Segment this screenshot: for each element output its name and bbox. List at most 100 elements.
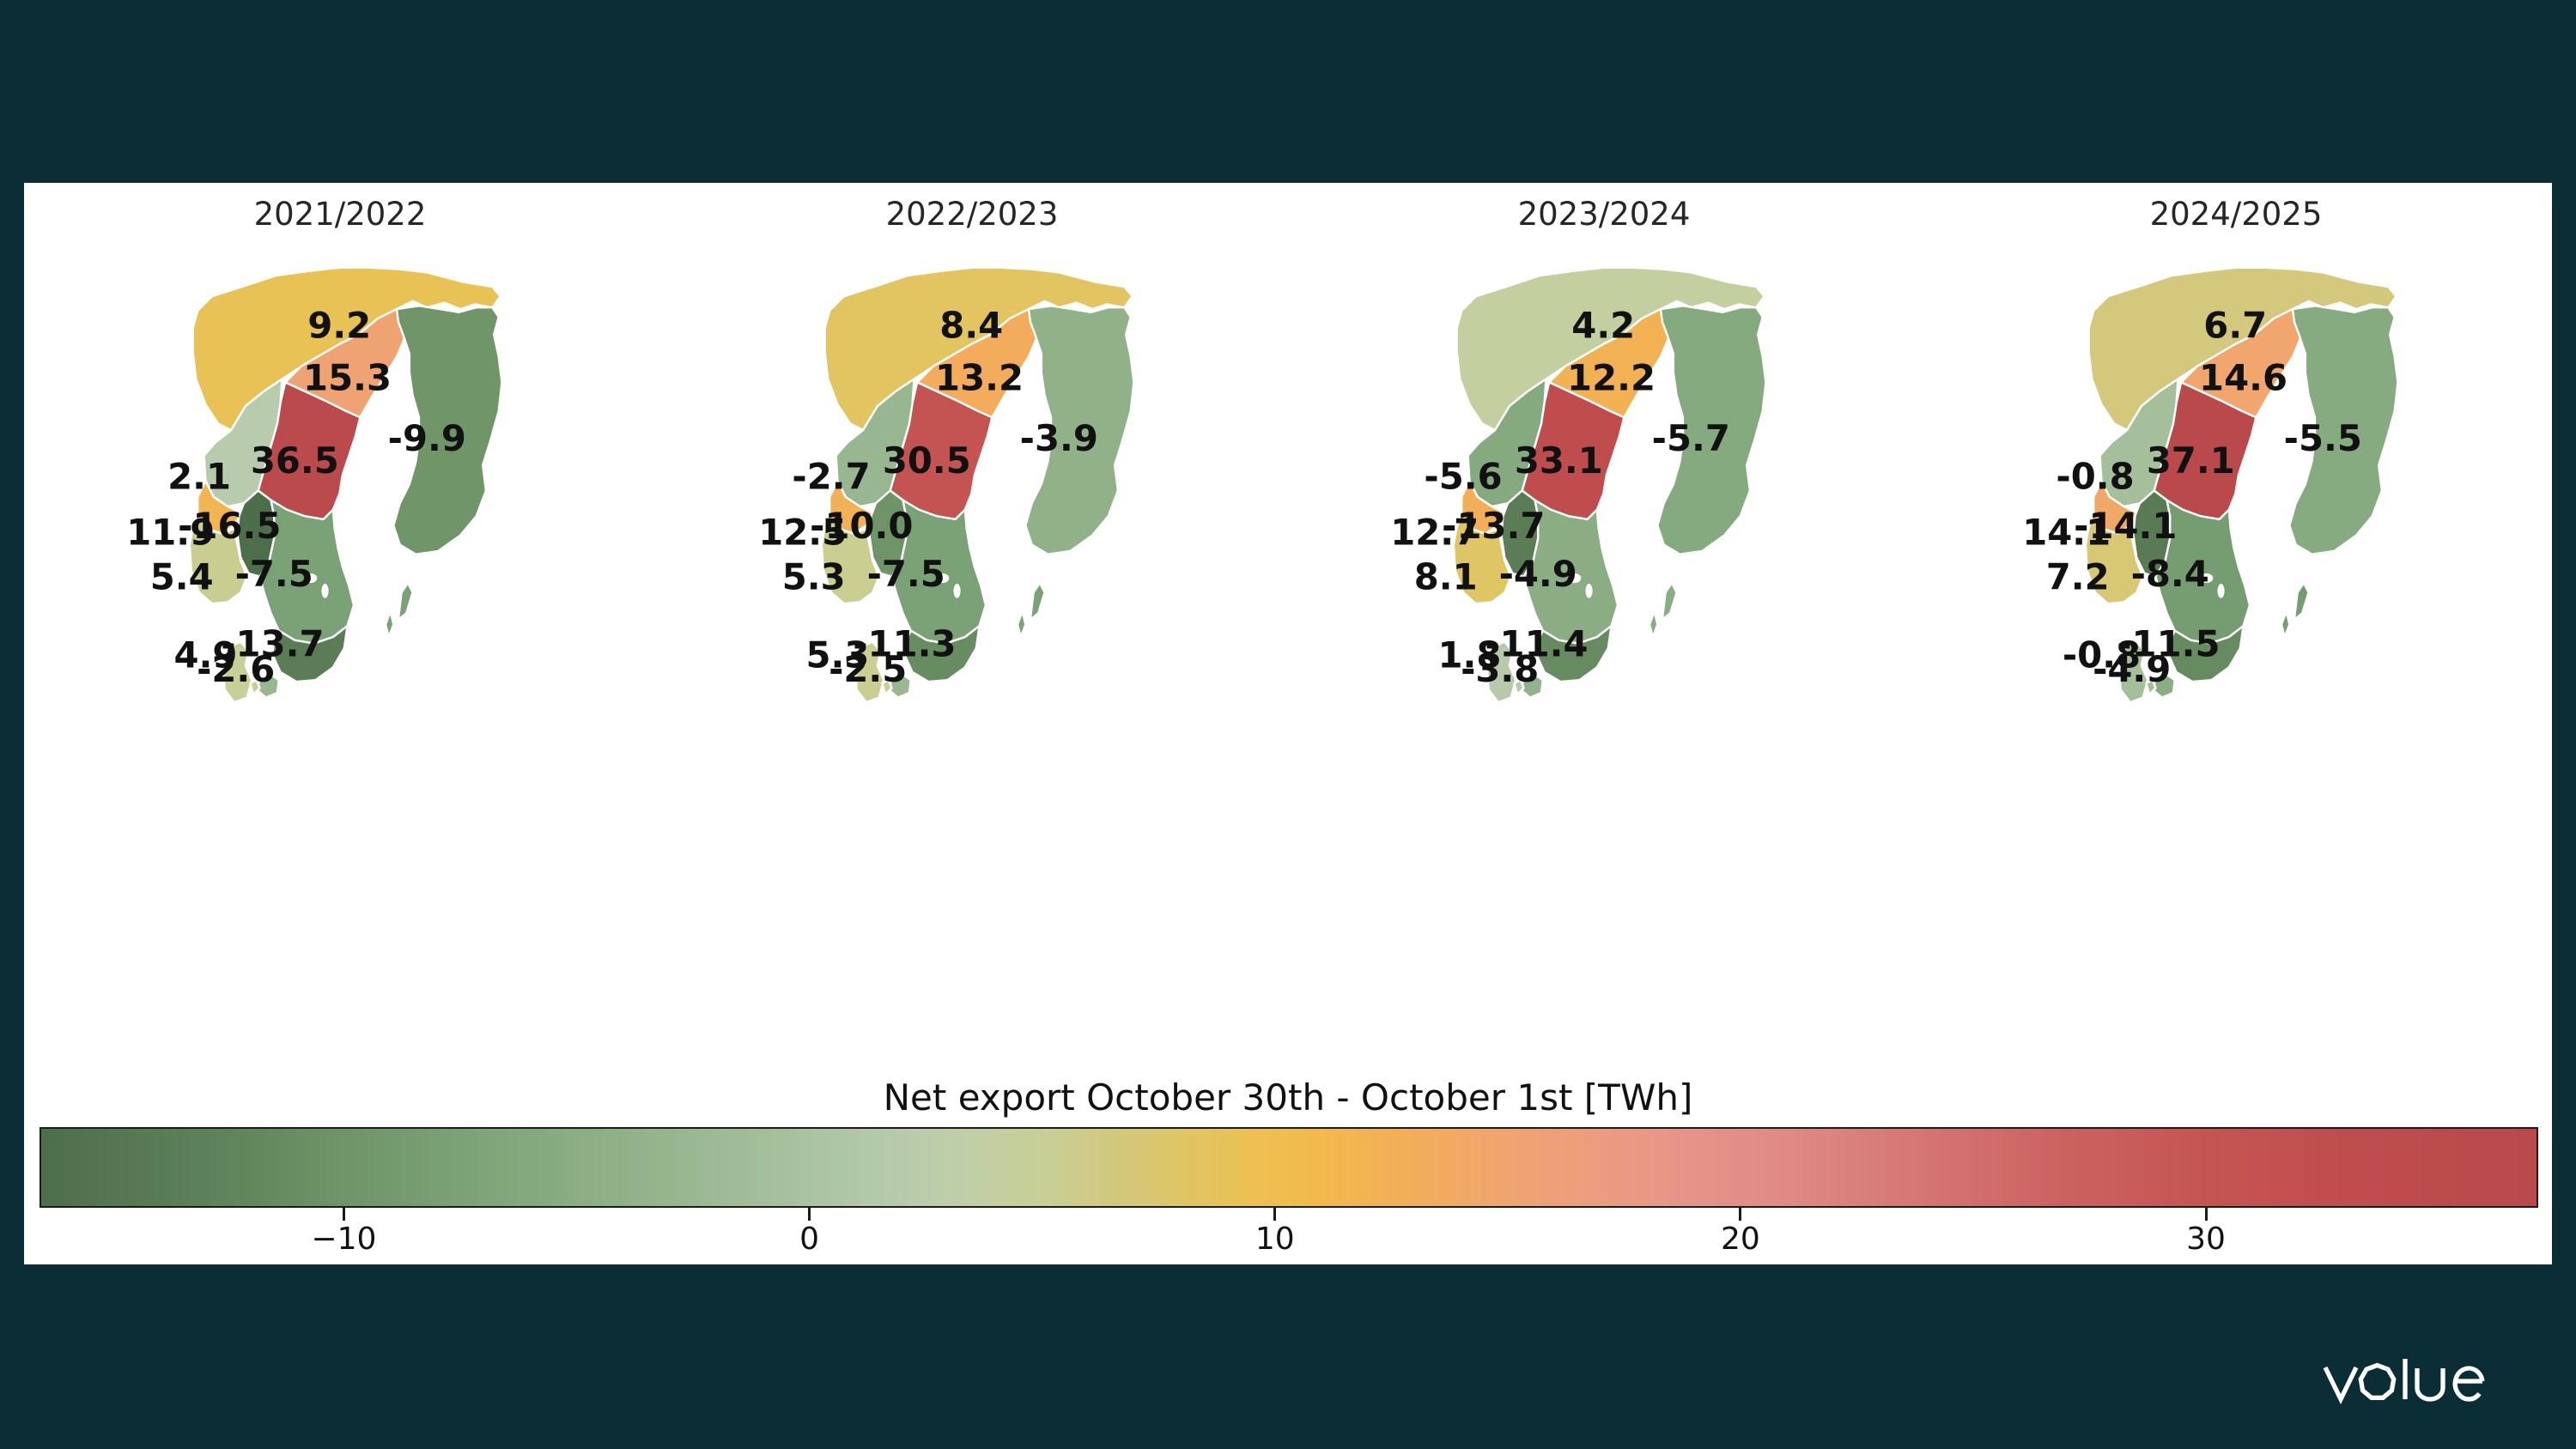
map-2023-2024: 4.2 12.2 33.1 -5.7 -5.6 12.7-13.7 8.1 -4.9 -11.4… [1390,266,1767,704]
colorbar-tick-mark [342,1208,345,1221]
value-label-no1: -14.1 [2074,505,2177,547]
gotland-island [1661,581,1678,621]
value-label-dk2: -3.8 [1461,648,1539,690]
region-no3 [2099,378,2179,508]
value-label-no3: 2.1 [167,456,231,498]
map-2021-2022: 9.2 15.3 36.5 -9.9 2.1 11.9-16.5 5.4 -7.5 -13.74… [126,266,503,704]
region-dk1 [854,640,885,704]
value-label-se2: 37.1 [2147,440,2235,482]
region-se4 [271,624,349,683]
value-label-no1: -13.7 [1442,505,1545,547]
value-label-se4: -11.3 [853,622,956,664]
value-label-dk1: 1.8 [1438,634,1502,676]
funen-island [1513,679,1525,696]
region-no4 [1455,266,1765,432]
value-label-fi: -5.5 [2284,417,2362,459]
lake [1585,584,1593,598]
value-label-se4: -13.7 [221,622,324,664]
logo-letter-u [2415,1368,2445,1402]
colorbar-tick-label: 20 [1720,1222,1760,1257]
logo-letter-e [2452,1366,2485,1402]
colorbar-tick-mark [2204,1208,2208,1221]
region-se4 [2167,624,2245,683]
value-label-no2: 5.4 [150,555,214,597]
value-label-no5: 14.1 [2022,512,2111,554]
region-no2 [1452,513,1512,605]
region-no5 [2092,480,2138,535]
region-no3 [1467,378,1547,508]
value-label-no3: -5.6 [1424,456,1502,498]
region-dk1 [2117,640,2149,704]
value-label-se2: 36.5 [251,440,339,482]
region-se4 [1535,624,1613,683]
region-dk1 [1485,640,1517,704]
value-label-dk2: -4.9 [2093,648,2171,690]
value-label-se2: 30.5 [883,440,971,482]
value-label-no1: -10.0 [810,505,913,547]
value-label-no3: -0.8 [2056,456,2134,498]
value-label-se1: 14.6 [2199,357,2287,399]
oland-island [2280,610,2291,639]
colorbar-gradient [39,1127,2538,1208]
oland-island [384,610,395,639]
region-se4 [903,624,981,683]
value-label-no2: 7.2 [2046,555,2110,597]
lake [2217,584,2225,598]
value-label-se2: 33.1 [1515,440,1603,482]
lake [936,573,950,584]
map-title-2021-2022: 2021/2022 [253,196,427,233]
funen-island [881,679,893,696]
region-no4 [2087,266,2397,432]
value-label-se1: 13.2 [935,357,1024,399]
value-label-se4: -11.5 [2117,622,2220,664]
value-label-fi: -3.9 [1020,417,1098,459]
gotland-island [397,581,414,621]
value-label-dk1: 4.9 [174,634,238,676]
colorbar-tick-mark [808,1208,811,1221]
value-label-dk2: -2.6 [197,648,275,690]
lake [1568,573,1582,584]
region-no2 [820,513,880,605]
volue-logo [2323,1359,2485,1405]
lake [321,584,329,598]
map-title-2024-2025: 2024/2025 [2149,196,2323,233]
lake [304,573,318,584]
gotland-island [2293,581,2310,621]
region-fi [2288,305,2399,555]
oland-island [1648,610,1659,639]
region-no4 [823,266,1133,432]
value-label-se4: -11.4 [1485,622,1588,664]
value-label-se3: -4.9 [1499,553,1577,595]
nonagon-o-icon [2358,1362,2397,1400]
funen-island [2145,679,2157,696]
region-no5 [828,480,874,535]
region-fi [392,305,503,555]
oland-island [1016,610,1027,639]
value-label-no4: 9.2 [307,304,371,346]
region-no3 [835,378,915,508]
value-label-se1: 15.3 [303,357,392,399]
colorbar-tick-label: 0 [799,1222,820,1257]
value-label-dk2: -2.5 [829,648,907,690]
gotland-island [1029,581,1046,621]
region-no5 [1460,480,1506,535]
region-dk1 [222,640,253,704]
value-label-se1: 12.2 [1567,357,1656,399]
colorbar-title: Net export October 30th - October 1st [T… [883,1076,1693,1119]
value-label-dk1: 5.3 [806,634,870,676]
value-label-no4: 8.4 [939,304,1003,346]
value-label-dk1: -0.8 [2063,634,2141,676]
value-label-se3: -7.5 [867,553,945,595]
colorbar-tick-mark [1739,1208,1742,1221]
value-label-fi: -5.7 [1652,417,1730,459]
lake [953,584,961,598]
colorbar-tick-label: 10 [1255,1222,1295,1257]
value-label-se3: -8.4 [2131,553,2209,595]
map-title-2022-2023: 2022/2023 [885,196,1059,233]
colorbar-tick-label: 30 [2186,1222,2226,1257]
region-no4 [191,266,501,432]
value-label-no1: -16.5 [178,505,281,547]
map-2024-2025: 6.7 14.6 37.1 -5.5 -0.8 14.1-14.1 7.2 -8.4 -11.5… [2022,266,2399,704]
value-label-no4: 4.2 [1571,304,1635,346]
